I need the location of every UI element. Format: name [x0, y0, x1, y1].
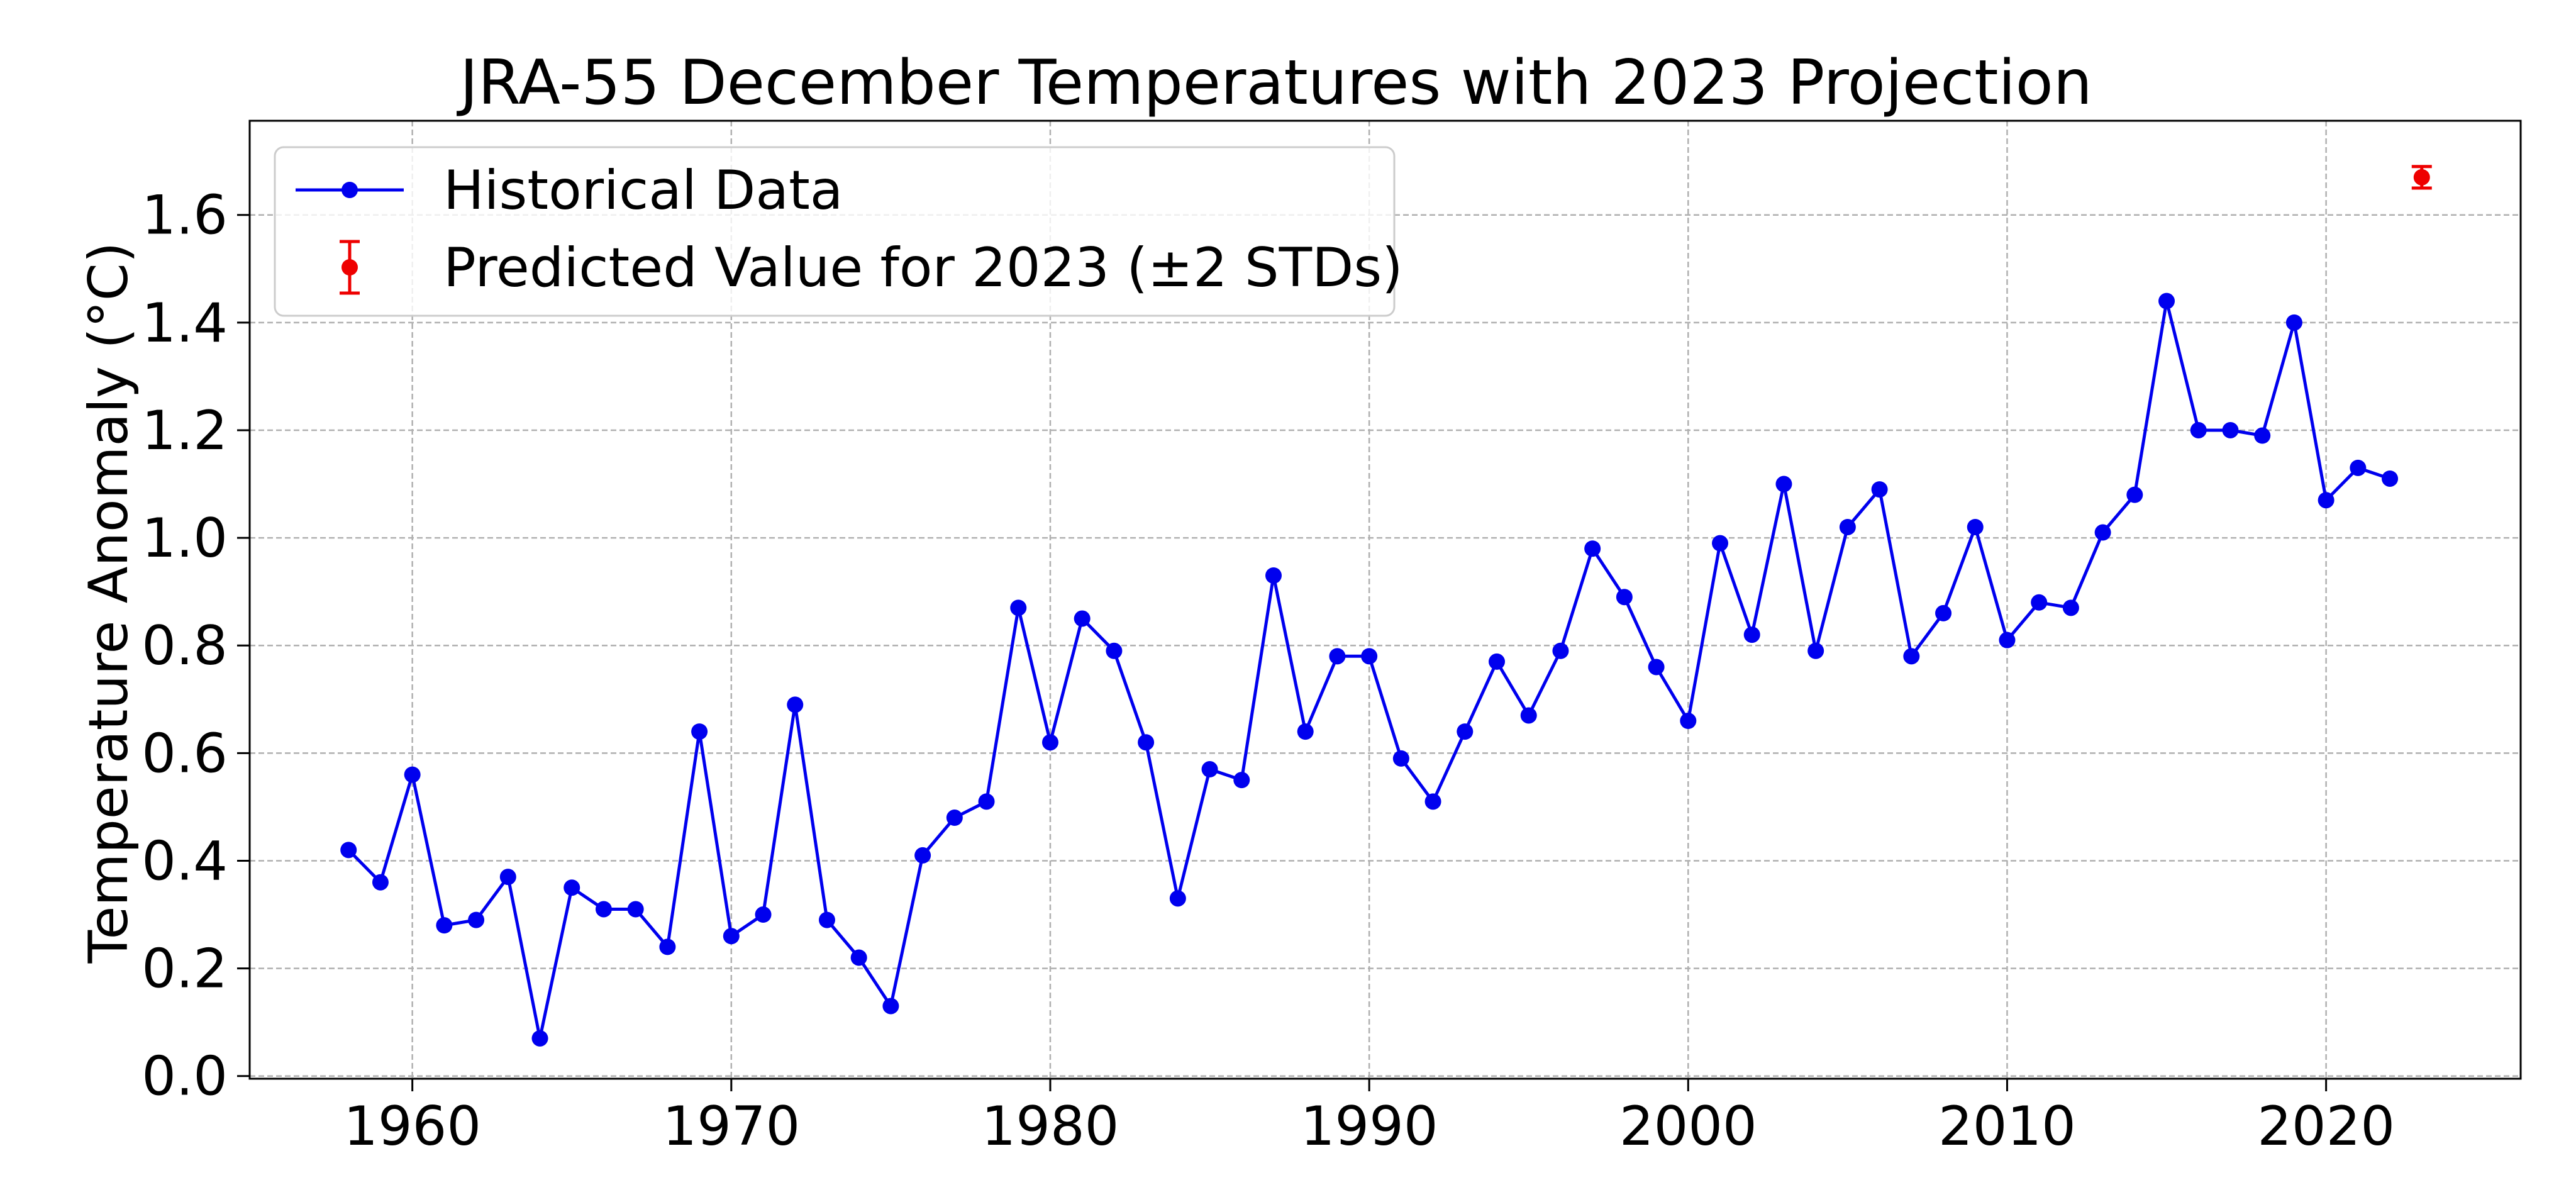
legend: Historical Data Predicted Value for 2023…	[274, 146, 1403, 317]
historical-data-point	[946, 810, 963, 826]
historical-data-point	[2382, 470, 2399, 487]
historical-data-point	[2126, 486, 2143, 503]
historical-data-point	[531, 1030, 548, 1047]
historical-data-point	[595, 901, 612, 918]
y-axis-label: Temperature Anomaly (°C)	[77, 242, 140, 964]
historical-data-point	[1233, 772, 1250, 789]
legend-label-historical: Historical Data	[443, 159, 843, 222]
x-tick-label: 2010	[1938, 1095, 2076, 1158]
historical-data-point	[755, 906, 772, 923]
chart-title: JRA-55 December Temperatures with 2023 P…	[456, 47, 2092, 119]
historical-data-point	[1201, 761, 1218, 778]
historical-data-point	[914, 847, 931, 864]
legend-marker-swatch	[341, 182, 358, 198]
historical-data-point	[1361, 648, 1378, 665]
historical-data-point	[436, 917, 453, 934]
historical-data-point	[1871, 481, 1888, 498]
legend-predicted-marker-swatch	[341, 259, 358, 275]
plot-area	[340, 165, 2432, 1047]
historical-data-point	[2285, 314, 2302, 331]
historical-data-point	[2158, 292, 2175, 309]
y-tick-label: 0.0	[142, 1045, 228, 1108]
x-tick-label: 2000	[1619, 1095, 1757, 1158]
historical-data-point	[1712, 535, 1729, 552]
historical-data-point	[1329, 648, 1346, 665]
historical-data-point	[1106, 642, 1123, 659]
historical-data-point	[850, 949, 867, 966]
predicted-data-point	[2413, 169, 2430, 186]
legend-label-predicted: Predicted Value for 2023 (±2 STDs)	[443, 237, 1403, 299]
historical-data-point	[1074, 610, 1091, 627]
historical-data-point	[1265, 567, 1282, 584]
historical-data-point	[2350, 459, 2367, 476]
historical-data-point	[1903, 648, 1920, 665]
x-tick-label: 2020	[2257, 1095, 2395, 1158]
historical-data-point	[787, 696, 804, 713]
historical-data-point	[468, 911, 485, 928]
legend-box	[274, 146, 1396, 317]
historical-data-point	[1489, 653, 1506, 670]
historical-data-point	[1680, 713, 1697, 730]
historical-data-point	[1999, 632, 2016, 648]
historical-data-point	[404, 766, 421, 783]
y-tick-label: 1.4	[142, 292, 228, 355]
historical-data-point	[1392, 750, 1409, 767]
historical-data-point	[564, 879, 580, 896]
historical-data-point	[1010, 599, 1027, 616]
historical-data-point	[2190, 421, 2207, 438]
historical-data-point	[1743, 626, 1760, 643]
y-tick-label: 1.6	[142, 184, 228, 247]
historical-data-point	[1457, 723, 1474, 740]
historical-data-point	[372, 874, 389, 891]
historical-data-point	[1584, 540, 1601, 557]
historical-data-point	[2254, 427, 2271, 444]
y-tick-label: 0.8	[142, 615, 228, 677]
x-tick-label: 1980	[982, 1095, 1119, 1158]
legend-entry-historical: Historical Data	[296, 159, 843, 222]
historical-data-point	[1041, 734, 1058, 751]
historical-data-point	[1138, 734, 1155, 751]
historical-data-point	[1616, 589, 1633, 606]
historical-data-point	[659, 938, 676, 955]
historical-data-point	[818, 911, 835, 928]
plot-frame	[248, 120, 2522, 1080]
historical-data-point	[1424, 793, 1441, 810]
y-tick-label: 1.0	[142, 507, 228, 570]
historical-data-point	[1297, 723, 1314, 740]
historical-data-point	[1967, 518, 1984, 535]
axis-ticks: 1960 1970 1980 1990 2000 2010 2020 0.0 0.2 0.4 0.6…	[142, 184, 2395, 1158]
historical-data-point	[499, 869, 516, 886]
historical-data-point	[1520, 707, 1537, 724]
y-tick-label: 0.4	[142, 830, 228, 893]
historical-data-point	[978, 793, 995, 810]
historical-data-point	[723, 928, 740, 945]
x-tick-label: 1990	[1301, 1095, 1438, 1158]
x-tick-label: 1960	[343, 1095, 481, 1158]
legend-entry-predicted: Predicted Value for 2023 (±2 STDs)	[340, 237, 1403, 299]
historical-data-point	[1839, 518, 1856, 535]
historical-data-point	[627, 901, 644, 918]
historical-data-point	[1935, 604, 1952, 621]
y-tick-label: 1.2	[142, 399, 228, 462]
historical-data-point	[691, 723, 708, 740]
historical-data-point	[340, 842, 357, 859]
historical-data-point	[1775, 476, 1792, 492]
historical-data-point	[2318, 492, 2334, 509]
historical-data-point	[1807, 642, 1824, 659]
x-tick-label: 1970	[662, 1095, 800, 1158]
y-tick-label: 0.6	[142, 722, 228, 785]
y-tick-label: 0.2	[142, 938, 228, 1001]
historical-data-point	[2062, 599, 2079, 616]
historical-data-point	[1648, 659, 1665, 676]
historical-data-point	[2222, 421, 2239, 438]
historical-data-point	[1552, 642, 1569, 659]
historical-data-point	[2094, 524, 2111, 541]
historical-data-point	[2031, 594, 2048, 611]
historical-data-point	[882, 998, 899, 1015]
historical-data-point	[1169, 890, 1186, 907]
